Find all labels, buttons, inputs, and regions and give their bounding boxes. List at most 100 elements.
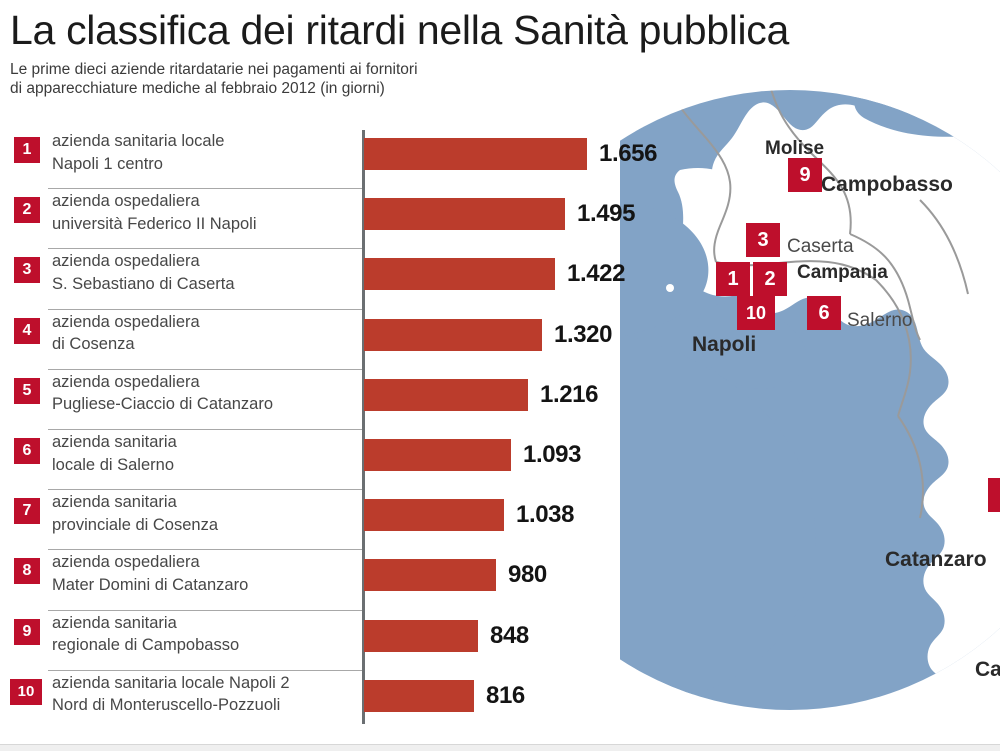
value-label: 1.656 — [599, 140, 658, 167]
company-label-line-1: azienda ospedaliera — [52, 252, 200, 271]
rank-badge: 5 — [14, 377, 40, 404]
table-row: 6 azienda sanitaria locale di Salerno 1.093 — [0, 429, 700, 489]
value-label: 1.038 — [516, 501, 575, 529]
rank-badge: 8 — [14, 558, 40, 585]
table-row: 8 azienda ospedaliera Mater Domini di Cata… — [0, 549, 700, 609]
company-label: azienda sanitaria provinciale di Cosenza — [52, 491, 360, 536]
page-title: La classifica dei ritardi nella Sanità p… — [10, 7, 790, 53]
value-label: 848 — [490, 621, 529, 649]
ranking-chart: 1 azienda sanitaria locale Napoli 1 centro… — [0, 128, 700, 736]
value-bar — [364, 318, 542, 351]
company-label-line-2: locale di Salerno — [52, 455, 174, 474]
value-label: 816 — [486, 681, 525, 709]
gulf-of-salerno — [697, 303, 806, 389]
company-label-line-2: provinciale di Cosenza — [52, 515, 219, 534]
map-label-calabria: Cal — [975, 658, 1000, 681]
company-label: azienda sanitaria locale Napoli 1 centro — [52, 130, 360, 175]
rank-badge: 10 — [10, 678, 42, 705]
map-panel: Molise Campobasso Caserta Campania Saler… — [620, 80, 1000, 740]
value-label: 1.422 — [567, 260, 626, 288]
value-label: 980 — [508, 561, 547, 589]
row-separator — [48, 429, 362, 430]
company-label-line-1: azienda sanitaria — [52, 493, 177, 512]
company-label: azienda ospedaliera di Cosenza — [52, 311, 360, 356]
company-label: azienda ospedaliera università Federico I… — [52, 190, 360, 235]
company-label-line-1: azienda ospedaliera — [52, 372, 200, 391]
map-label-salerno: Salerno — [847, 310, 913, 331]
value-label: 1.320 — [554, 320, 613, 348]
company-label-line-2: Mater Domini di Catanzaro — [52, 575, 249, 594]
subtitle-line-2: di apparecchiature mediche al febbraio 2… — [10, 80, 385, 97]
company-label-line-2: Nord di Monteruscello-Pozzuoli — [52, 696, 281, 715]
company-label: azienda ospedaliera S. Sebastiano di Case… — [52, 250, 360, 295]
map-marker-3[interactable]: 3 — [746, 223, 780, 257]
table-row: 1 azienda sanitaria locale Napoli 1 centro… — [0, 128, 700, 188]
map-marker-6[interactable]: 6 — [807, 296, 841, 330]
row-separator — [48, 308, 362, 310]
rank-badge: 3 — [14, 257, 40, 284]
rank-badge: 2 — [14, 197, 40, 224]
map-label-catanzaro: Catanzaro — [885, 548, 987, 571]
table-row: 10 azienda sanitaria locale Napoli 2 Nord … — [0, 669, 700, 730]
value-bar — [364, 198, 565, 231]
rank-badge: 9 — [14, 618, 40, 645]
rank-badge: 1 — [14, 137, 40, 163]
company-label-line-2: Pugliese-Ciaccio di Catanzaro — [52, 395, 274, 414]
rank-badge: 6 — [14, 438, 40, 464]
map-label-campania: Campania — [797, 262, 888, 283]
table-row: 7 azienda sanitaria provinciale di Cosenza… — [0, 489, 700, 549]
land-shape — [697, 90, 1000, 710]
value-bar — [364, 258, 555, 291]
header: La classifica dei ritardi nella Sanità p… — [10, 6, 990, 98]
company-label-line-2: regionale di Campobasso — [52, 636, 240, 655]
row-separator — [48, 188, 362, 190]
map-marker-2[interactable]: 2 — [753, 262, 787, 296]
rank-badge: 7 — [14, 498, 40, 525]
footer-band — [0, 745, 1000, 751]
row-separator — [48, 489, 362, 491]
row-separator — [48, 609, 362, 611]
map-label-napoli: Napoli — [692, 333, 757, 356]
map-marker-1[interactable]: 1 — [716, 262, 750, 296]
value-bar — [364, 619, 478, 652]
row-separator — [48, 248, 362, 250]
value-bar — [364, 559, 496, 592]
company-label-line-2: S. Sebastiano di Caserta — [52, 274, 235, 293]
company-label: azienda sanitaria locale di Salerno — [52, 431, 360, 476]
company-label-line-2: di Cosenza — [52, 335, 135, 354]
company-label-line-1: azienda sanitaria — [52, 613, 177, 632]
company-label-line-1: azienda sanitaria — [52, 433, 177, 451]
company-label-line-1: azienda ospedaliera — [52, 312, 200, 331]
value-bar — [364, 138, 587, 170]
table-row: 2 azienda ospedaliera università Federico … — [0, 188, 700, 248]
company-label: azienda ospedaliera Mater Domini di Catan… — [52, 551, 360, 596]
map-label-molise: Molise — [765, 138, 825, 159]
company-label-line-2: università Federico II Napoli — [52, 214, 257, 233]
adriatic-sea — [816, 80, 1000, 90]
table-row: 9 azienda sanitaria regionale di Campobass… — [0, 609, 700, 670]
map-marker-9[interactable]: 9 — [788, 158, 822, 192]
company-label-line-1: azienda sanitaria locale — [52, 132, 225, 150]
company-label: azienda ospedaliera Pugliese-Ciaccio di C… — [52, 371, 360, 416]
table-row: 5 azienda ospedaliera Pugliese-Ciaccio di … — [0, 368, 700, 429]
company-label: azienda sanitaria regionale di Campobasso — [52, 612, 360, 657]
map-marker-5[interactable]: 5 — [988, 478, 1000, 512]
map-label-caserta: Caserta — [787, 236, 854, 257]
value-label: 1.216 — [540, 380, 599, 408]
map-marker-10[interactable]: 10 — [737, 296, 775, 330]
row-separator — [48, 368, 362, 370]
company-label-line-1: azienda sanitaria locale Napoli 2 — [52, 673, 290, 692]
gulf-of-naples — [620, 199, 709, 344]
value-bar — [364, 679, 474, 712]
footer-divider — [0, 744, 1000, 745]
company-label-line-2: Napoli 1 centro — [52, 154, 163, 173]
subtitle-line-1: Le prime dieci aziende ritardatarie nei … — [10, 61, 418, 78]
value-label: 1.495 — [577, 200, 636, 228]
value-bar — [364, 378, 528, 411]
value-bar — [364, 499, 504, 532]
company-label-line-1: azienda ospedaliera — [52, 192, 200, 211]
page-subtitle: Le prime dieci aziende ritardatarie nei … — [10, 60, 990, 98]
value-bar — [364, 439, 511, 471]
value-label: 1.093 — [523, 441, 582, 468]
